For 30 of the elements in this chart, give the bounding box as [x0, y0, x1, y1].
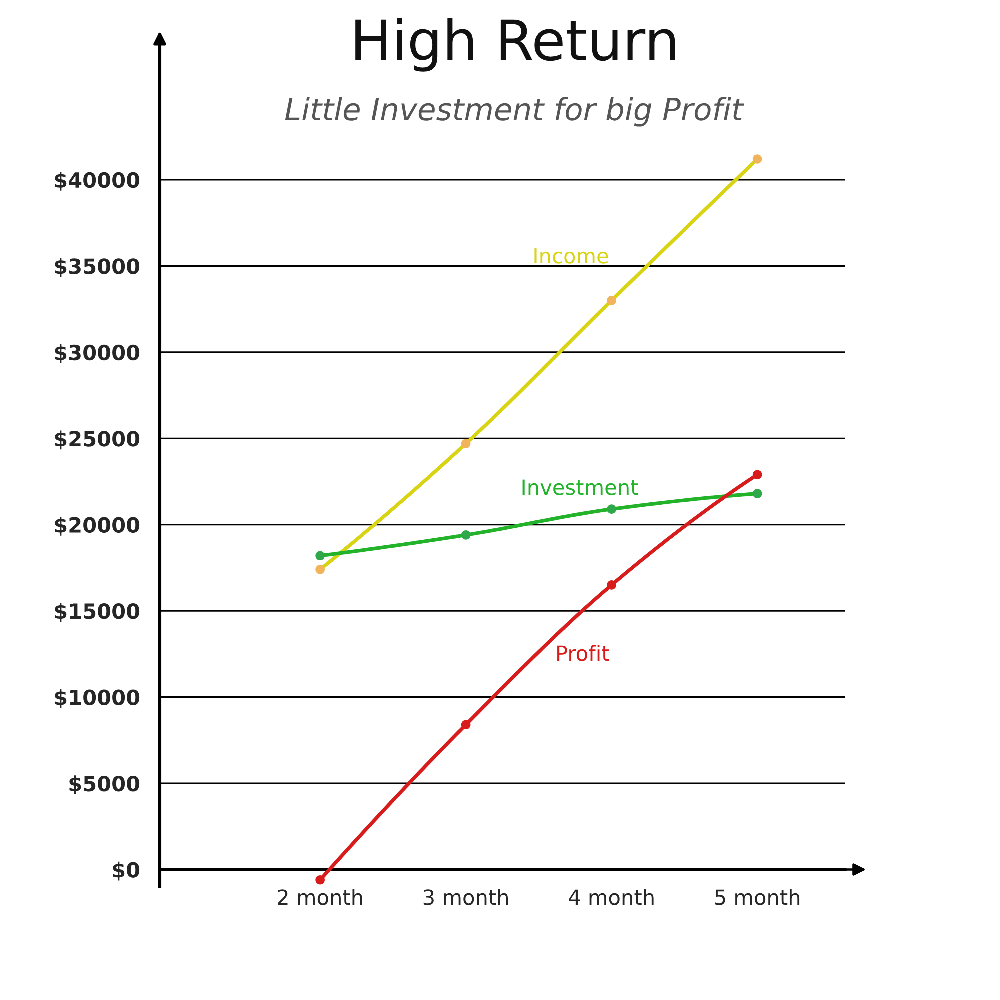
point	[461, 720, 471, 730]
y-tick-label: $5000	[70, 776, 140, 795]
y-tick-label: $40000	[55, 172, 140, 191]
y-tick-label: $25000	[55, 430, 140, 450]
point	[316, 875, 325, 885]
point	[461, 439, 471, 448]
point	[607, 296, 616, 306]
chart-title: High Return	[356, 18, 676, 72]
x-tick-label: 2 month	[278, 889, 362, 906]
point	[752, 489, 762, 498]
text: Little Investment for big Profit	[285, 97, 744, 127]
y-tick-label: $10000	[55, 689, 140, 708]
series-label: Investment	[522, 480, 638, 496]
point	[607, 504, 616, 514]
series-label: Income	[534, 248, 608, 264]
point	[752, 470, 762, 480]
point	[316, 551, 325, 561]
y-tick-label: $30000	[55, 344, 140, 364]
x-tick-label: 3 month	[424, 889, 508, 906]
point	[607, 580, 616, 590]
y-tick-label: $35000	[55, 258, 140, 278]
series-label: Profit	[558, 645, 610, 662]
y-tick-label: $0	[113, 862, 140, 881]
y-tick-label: $20000	[55, 516, 140, 536]
point	[752, 154, 762, 164]
x-tick-label: 5 month	[715, 889, 800, 906]
point	[461, 530, 471, 540]
point	[316, 565, 325, 574]
y-tick-label: $15000	[55, 603, 140, 622]
x-tick-label: 4 month	[569, 889, 654, 906]
